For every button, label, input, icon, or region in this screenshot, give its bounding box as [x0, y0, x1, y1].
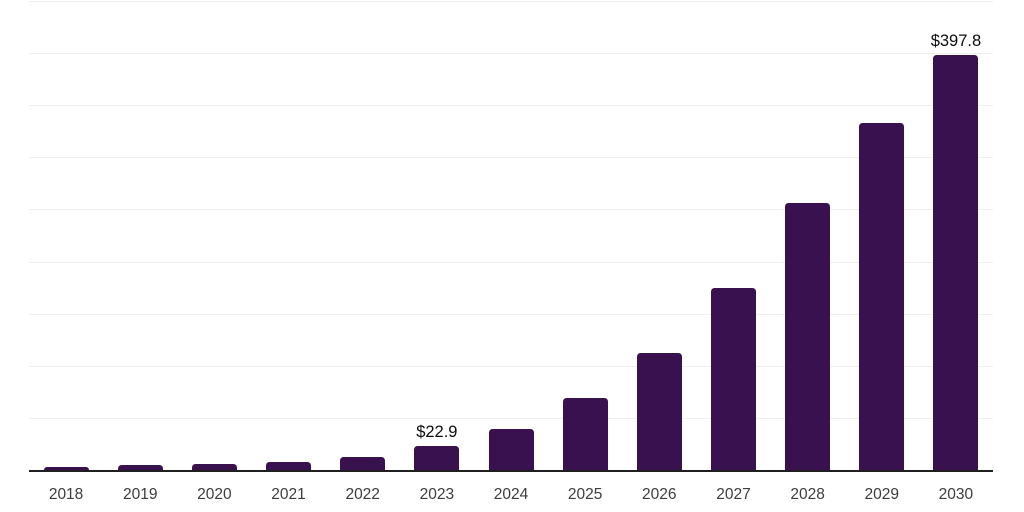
- gridline: [29, 365, 993, 367]
- bar-2023[interactable]: [414, 446, 460, 470]
- x-axis-label-2021: 2021: [271, 486, 306, 503]
- x-axis-label-2028: 2028: [790, 486, 825, 503]
- bar-2021[interactable]: [266, 462, 312, 470]
- bar-2018[interactable]: [43, 467, 89, 470]
- x-axis-label-2027: 2027: [716, 486, 751, 503]
- value-label-2030: $397.8: [930, 31, 982, 50]
- gridline: [29, 105, 993, 107]
- x-axis-label-2022: 2022: [345, 486, 380, 503]
- gridline: [29, 209, 993, 211]
- x-axis-label-2029: 2029: [864, 486, 900, 503]
- bar-2027[interactable]: [710, 287, 756, 470]
- x-axis-label-2020: 2020: [197, 486, 232, 503]
- bar-2028[interactable]: [785, 203, 831, 470]
- bar-2022[interactable]: [340, 456, 386, 470]
- value-label-2023: $22.9: [416, 422, 458, 441]
- gridline: [29, 417, 993, 419]
- gridline: [29, 313, 993, 315]
- bar-2030[interactable]: [933, 55, 979, 470]
- bar-2024[interactable]: [488, 428, 534, 470]
- x-axis-label-2030: 2030: [938, 486, 974, 503]
- x-axis-label-2024: 2024: [493, 486, 529, 503]
- gridline: [29, 1, 993, 2]
- bar-2029[interactable]: [859, 122, 905, 470]
- bar-2026[interactable]: [636, 353, 682, 470]
- gridline: [29, 261, 993, 263]
- x-axis-label-2025: 2025: [567, 486, 603, 503]
- gridline: [29, 157, 993, 159]
- x-axis-label-2023: 2023: [419, 486, 455, 503]
- bar-2020[interactable]: [191, 464, 237, 470]
- gridline: [29, 53, 993, 55]
- bar-2019[interactable]: [117, 465, 163, 470]
- x-axis-label-2026: 2026: [642, 486, 677, 503]
- x-axis-label-2019: 2019: [122, 486, 158, 503]
- x-axis-line: [29, 470, 993, 472]
- bar-2025[interactable]: [562, 398, 608, 470]
- x-axis-label-2018: 2018: [48, 486, 84, 503]
